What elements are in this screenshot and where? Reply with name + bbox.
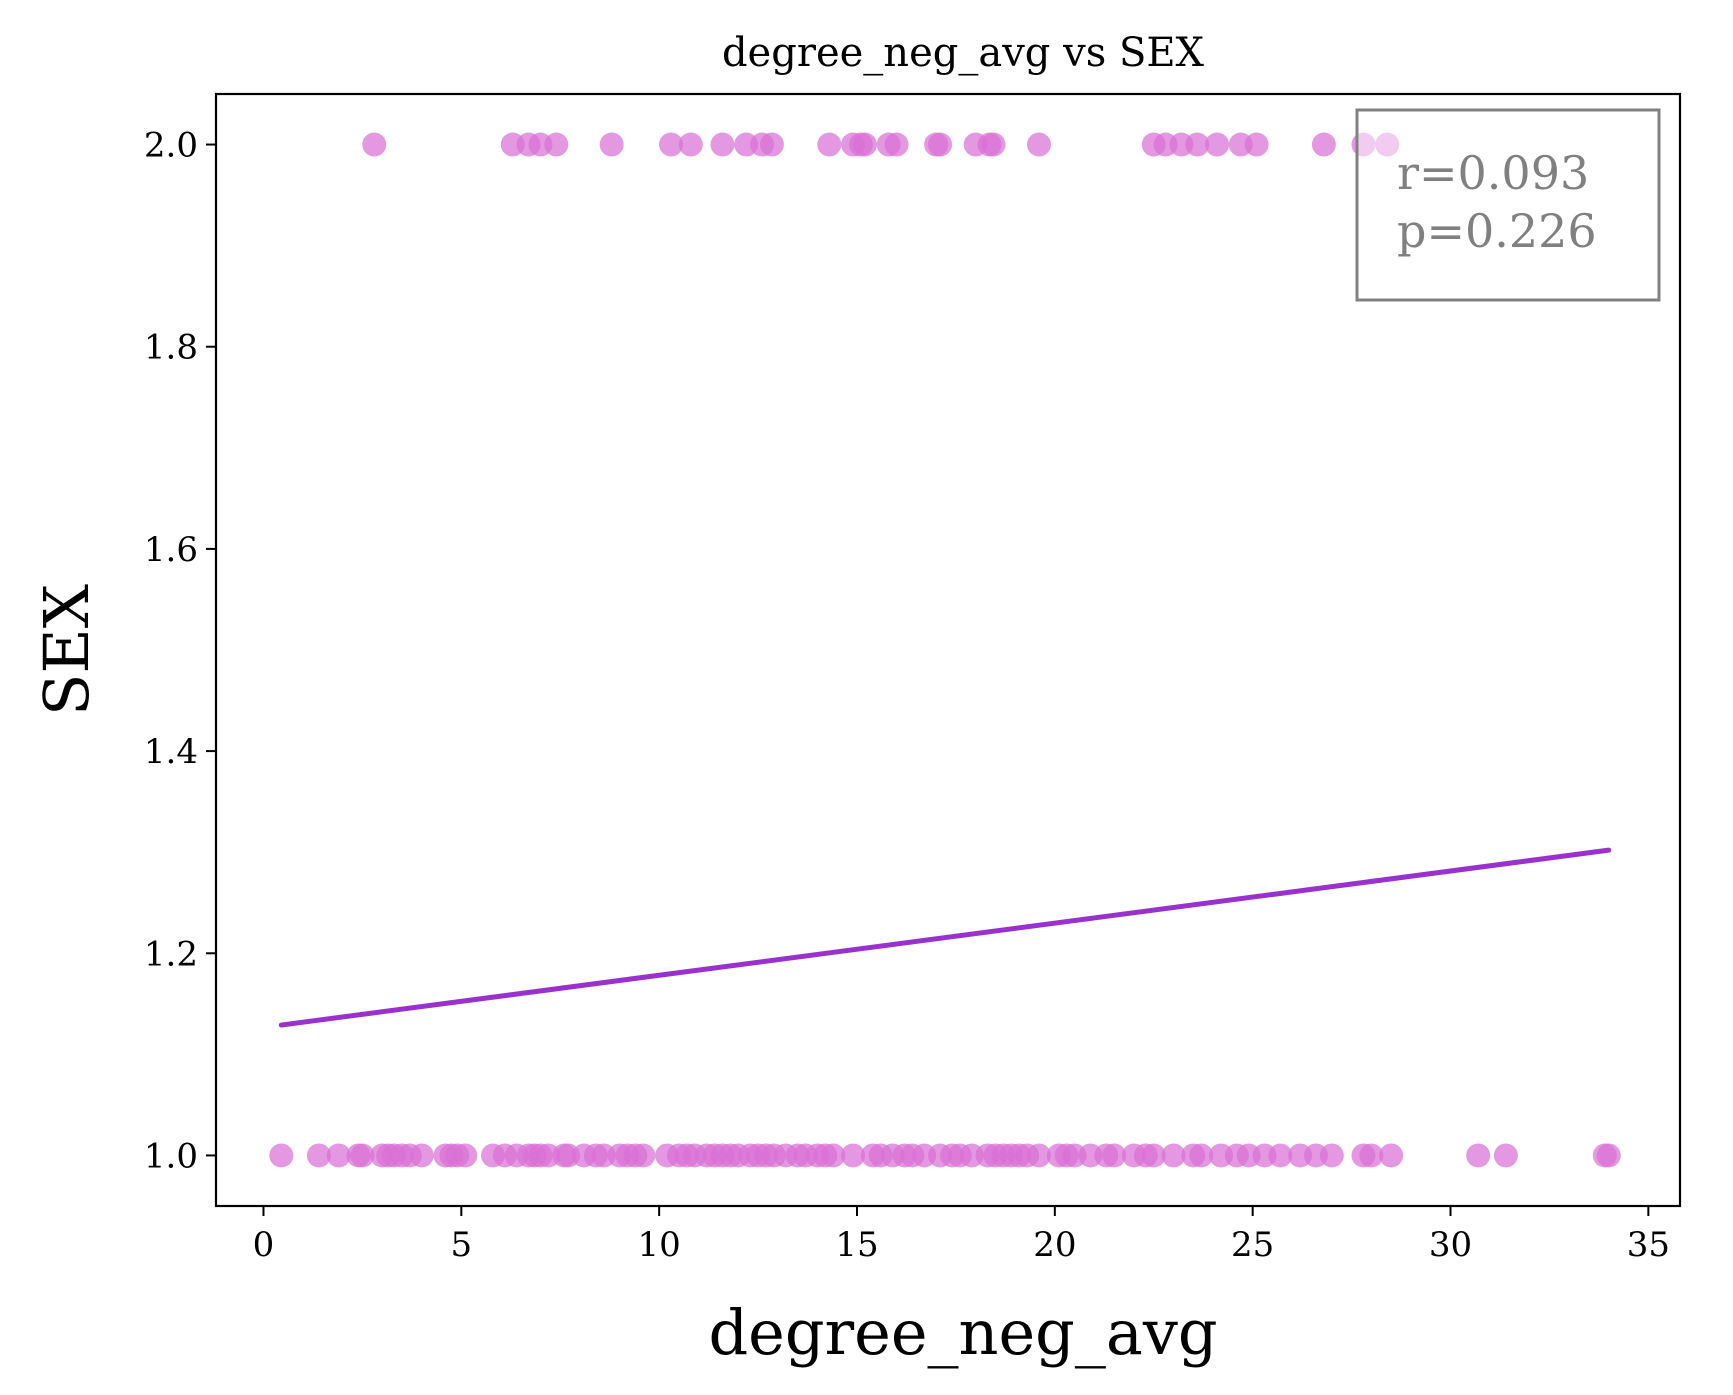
scatter-point: [821, 1143, 846, 1168]
scatter-point: [1596, 1143, 1621, 1168]
y-tick-label: 1.0: [144, 1136, 198, 1176]
scatter-point: [306, 1143, 331, 1168]
scatter-point: [631, 1143, 656, 1168]
stats-box: r=0.093 p=0.226: [1355, 108, 1661, 302]
scatter-point: [1466, 1143, 1491, 1168]
y-tick-label: 2.0: [144, 126, 198, 166]
scatter-point: [362, 132, 387, 157]
scatter-point: [1311, 132, 1336, 157]
x-tick-label: 25: [1231, 1225, 1274, 1265]
x-axis-ticks: 0 5 10 15 20 25 30 35: [253, 1206, 1670, 1265]
scatter-point: [1379, 1143, 1404, 1168]
scatter-point: [269, 1143, 294, 1168]
scatter-point: [710, 132, 735, 157]
scatter-point: [1493, 1143, 1518, 1168]
scatter-point: [1268, 1143, 1293, 1168]
scatter-point: [1359, 1143, 1384, 1168]
y-tick-label: 1.2: [144, 934, 198, 974]
y-tick-label: 1.6: [144, 530, 198, 570]
x-tick-label: 30: [1429, 1225, 1472, 1265]
scatter-point: [1141, 1143, 1166, 1168]
scatter-point: [1185, 132, 1210, 157]
y-axis-ticks: 1.0 1.2 1.4 1.6 1.8 2.0: [144, 126, 216, 1176]
scatter-point: [409, 1143, 434, 1168]
scatter-point: [759, 132, 784, 157]
scatter-point: [817, 132, 842, 157]
scatter-point: [981, 132, 1006, 157]
scatter-point: [326, 1143, 351, 1168]
scatter-point: [1205, 132, 1230, 157]
y-axis-label: SEX: [30, 584, 103, 716]
scatter-point: [350, 1143, 375, 1168]
y-tick-label: 1.8: [144, 328, 198, 368]
scatter-point: [659, 132, 684, 157]
scatter-point: [1319, 1143, 1344, 1168]
x-tick-label: 20: [1033, 1225, 1076, 1265]
regression-line: [278, 847, 1612, 1028]
scatter-point: [1189, 1143, 1214, 1168]
scatter-point: [1161, 1143, 1186, 1168]
scatter-point: [1027, 1143, 1052, 1168]
trend-lines: [278, 847, 1612, 1028]
scatter-point: [599, 132, 624, 157]
x-tick-label: 35: [1627, 1225, 1670, 1265]
x-axis-label: degree_neg_avg: [708, 1296, 1217, 1369]
x-tick-label: 5: [450, 1225, 472, 1265]
scatter-point: [884, 132, 909, 157]
scatter-point: [1102, 1143, 1127, 1168]
stats-r-value: r=0.093: [1397, 146, 1589, 200]
x-tick-label: 15: [835, 1225, 878, 1265]
scatter-points: [269, 132, 1621, 1168]
scatter-point: [841, 1143, 866, 1168]
scatter-point: [453, 1143, 478, 1168]
scatter-point: [852, 132, 877, 157]
x-tick-label: 10: [638, 1225, 681, 1265]
scatter-point: [928, 132, 953, 157]
scatter-point: [678, 132, 703, 157]
chart-title: degree_neg_avg vs SEX: [722, 30, 1205, 76]
scatter-point: [1027, 132, 1052, 157]
scatter-point: [1244, 132, 1269, 157]
y-tick-label: 1.4: [144, 732, 198, 772]
stats-p-value: p=0.226: [1397, 204, 1597, 258]
x-tick-label: 0: [253, 1225, 275, 1265]
plot-frame: [214, 92, 1682, 1208]
scatter-point: [544, 132, 569, 157]
stats-box-border: [1355, 108, 1661, 302]
